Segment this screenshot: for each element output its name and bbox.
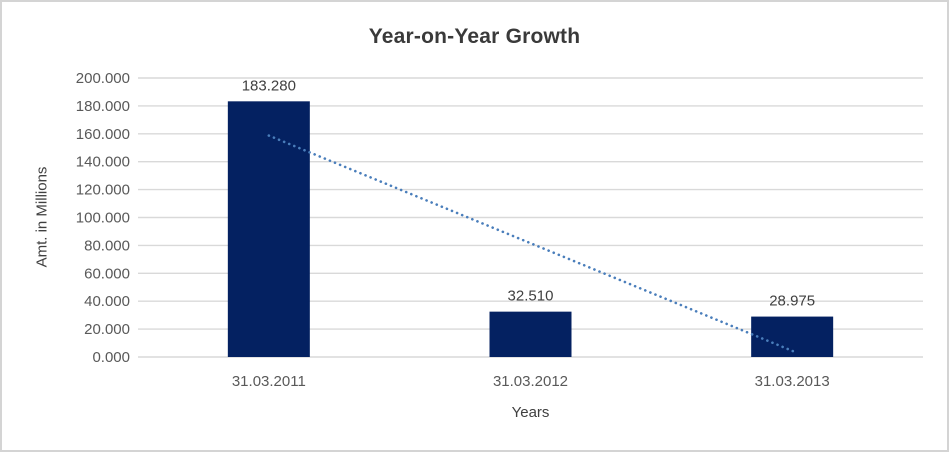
y-tick-label: 180.000 — [76, 98, 130, 115]
bar-value-label: 28.975 — [769, 293, 815, 310]
bar — [227, 101, 310, 357]
bar-value-label: 32.510 — [508, 288, 554, 305]
y-tick-label: 120.000 — [76, 182, 130, 199]
y-tick-label: 20.000 — [84, 321, 130, 338]
x-category-label: 31.03.2011 — [232, 373, 306, 390]
y-tick-label: 40.000 — [84, 293, 130, 310]
trendline-dotted — [267, 134, 799, 355]
x-category-label: 31.03.2013 — [755, 373, 830, 390]
y-tick-label: 200.000 — [76, 70, 130, 87]
y-tick-label: 140.000 — [76, 154, 130, 171]
chart-title: Year-on-Year Growth — [368, 25, 581, 48]
x-category-label: 31.03.2012 — [493, 373, 568, 390]
bar-value-label: 183.280 — [242, 77, 296, 94]
y-tick-label: 80.000 — [84, 237, 130, 254]
y-tick-label: 100.000 — [76, 210, 130, 227]
x-axis-title: Years — [511, 404, 550, 421]
y-tick-label: 60.000 — [84, 265, 130, 282]
y-tick-label: 160.000 — [76, 126, 130, 143]
y-tick-label: 0.000 — [92, 349, 130, 366]
bar — [489, 311, 572, 357]
